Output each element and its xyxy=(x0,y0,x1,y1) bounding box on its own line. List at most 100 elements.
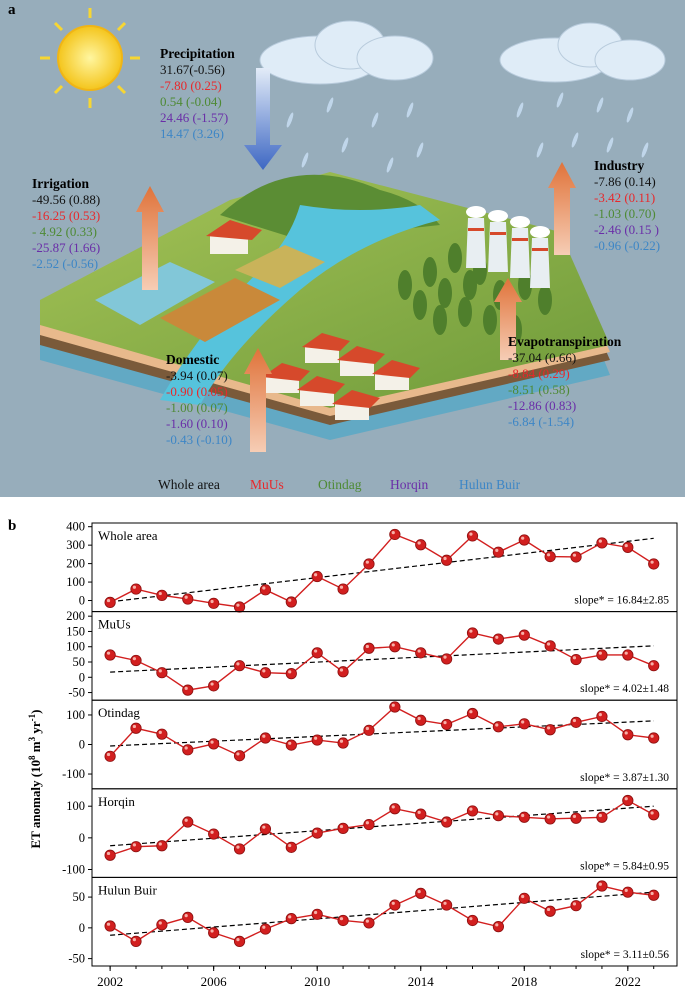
y-tick-label: 300 xyxy=(66,538,85,552)
data-point xyxy=(208,597,220,609)
data-point xyxy=(363,642,375,654)
y-tick-label: -100 xyxy=(62,767,85,781)
data-point xyxy=(622,794,634,807)
data-point xyxy=(570,812,582,824)
data-point xyxy=(182,816,194,828)
data-point-highlight xyxy=(210,599,214,604)
data-point xyxy=(182,911,194,923)
data-point-highlight xyxy=(339,824,344,829)
data-point-highlight xyxy=(236,662,240,666)
data-point xyxy=(492,810,504,822)
data-point xyxy=(363,558,375,570)
data-point xyxy=(208,927,220,939)
panel-title: Otindag xyxy=(98,705,140,720)
y-tick-label: 50 xyxy=(73,655,86,669)
data-point-highlight xyxy=(469,532,473,536)
data-point xyxy=(518,811,530,823)
data-point-highlight xyxy=(443,901,447,905)
data-point xyxy=(104,649,116,661)
data-point-highlight xyxy=(106,922,111,926)
data-point-highlight xyxy=(469,629,473,633)
data-point-highlight xyxy=(495,635,499,639)
y-tick-label: 150 xyxy=(66,624,85,638)
y-tick-label: 100 xyxy=(66,708,85,722)
precipitation-value-whole: 31.67(-0.56) xyxy=(160,62,225,77)
data-point-highlight xyxy=(495,812,499,816)
irrigation-arrow xyxy=(136,186,164,290)
y-tick-label: -50 xyxy=(68,686,85,700)
data-point xyxy=(596,649,608,661)
data-point xyxy=(415,808,427,820)
x-tick-label: 2010 xyxy=(304,974,330,989)
village-houses xyxy=(262,333,420,420)
data-point-highlight xyxy=(469,710,473,714)
domestic-title: Domestic xyxy=(166,352,220,367)
data-point-highlight xyxy=(417,716,421,721)
data-point-highlight xyxy=(391,805,395,809)
data-point-highlight xyxy=(598,713,602,717)
data-point-highlight xyxy=(624,731,628,735)
factory-icon xyxy=(466,206,550,288)
precipitation-value-otindag: 0.54 (-0.04) xyxy=(160,94,222,109)
data-point xyxy=(363,818,375,831)
data-point-highlight xyxy=(469,917,473,921)
x-tick-label: 2006 xyxy=(201,974,228,989)
data-point-highlight xyxy=(288,741,292,745)
data-point-highlight xyxy=(210,830,214,834)
water-balance-schematic: a Precipitation 31.67(-0.56) -7.80 (0.25) 0… xyxy=(0,0,685,497)
cloud-icon xyxy=(259,20,434,85)
data-point-highlight xyxy=(624,797,628,801)
data-point-highlight xyxy=(210,740,214,744)
data-point xyxy=(570,900,582,912)
data-point xyxy=(337,822,349,834)
data-point-highlight xyxy=(417,810,421,814)
data-point xyxy=(415,539,427,551)
data-point-highlight xyxy=(210,682,214,686)
data-point-highlight xyxy=(495,723,499,727)
data-point-highlight xyxy=(339,917,344,921)
legend-whole-area: Whole area xyxy=(158,477,220,492)
trend-line xyxy=(110,645,654,673)
data-point-highlight xyxy=(313,573,318,577)
data-point-highlight xyxy=(650,662,654,666)
data-point-highlight xyxy=(443,818,447,822)
irrigation-value-whole: -49.56 (0.88) xyxy=(32,192,101,207)
data-point xyxy=(233,660,246,672)
data-point-highlight xyxy=(417,541,421,545)
data-point xyxy=(518,892,530,904)
data-point xyxy=(156,840,168,852)
industry-value-whole: -7.86 (0.14) xyxy=(594,174,656,189)
x-tick-label: 2022 xyxy=(615,974,641,989)
panel-title: MuUs xyxy=(98,617,131,632)
data-point-highlight xyxy=(106,598,111,603)
data-point xyxy=(182,744,194,756)
data-point xyxy=(570,551,582,563)
data-point xyxy=(466,530,479,542)
data-point xyxy=(208,828,220,840)
data-point xyxy=(389,701,401,713)
industry-value-hulun: -0.96 (-0.22) xyxy=(594,238,661,253)
data-point xyxy=(389,641,401,653)
data-point xyxy=(285,913,297,925)
industry-arrow xyxy=(548,162,576,255)
industry-value-horqin: -2.46 (0.15 ) xyxy=(594,222,659,237)
data-point-highlight xyxy=(365,560,369,564)
slope-annotation: slope* = 5.84±0.95 xyxy=(580,860,669,872)
data-point xyxy=(259,923,272,935)
panel-title: Horqin xyxy=(98,794,135,809)
data-point xyxy=(648,660,660,672)
data-point xyxy=(492,721,504,733)
data-point xyxy=(415,887,427,899)
precipitation-values: Precipitation 31.67(-0.56) -7.80 (0.25) 0.5… xyxy=(160,46,235,142)
y-tick-label: 400 xyxy=(66,520,85,534)
slope-annotation: slope* = 16.84±2.85 xyxy=(574,595,669,607)
data-point-highlight xyxy=(262,669,266,673)
data-point-highlight xyxy=(365,821,369,825)
data-point xyxy=(441,718,453,731)
data-point xyxy=(596,880,608,892)
data-point xyxy=(285,668,297,680)
data-point-highlight xyxy=(417,889,421,894)
data-point xyxy=(622,729,634,741)
data-point-highlight xyxy=(158,730,162,734)
